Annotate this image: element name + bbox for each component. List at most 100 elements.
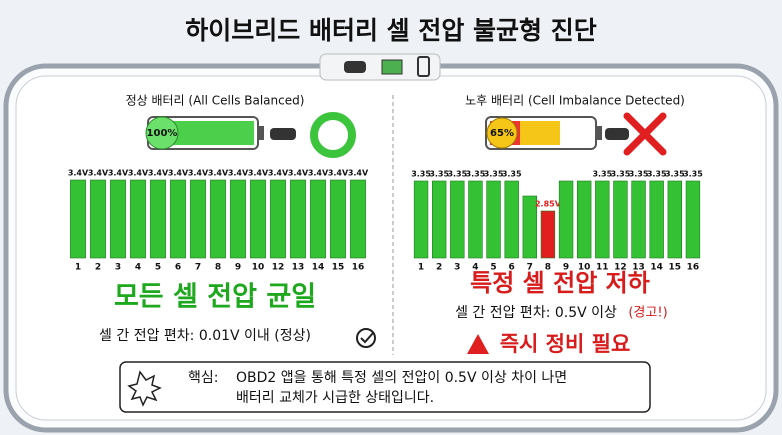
alert-icon: [467, 334, 489, 354]
x-tick-label: 5: [490, 263, 496, 273]
x-tick-label: 6: [509, 263, 515, 273]
value-label: 3.35: [429, 170, 449, 179]
panel-heading: 정상 배터리 (All Cells Balanced): [126, 94, 305, 108]
x-tick-label: 13: [632, 263, 645, 273]
bar: [413, 180, 429, 259]
x-tick-label: 9: [563, 263, 569, 273]
x-tick-label: 5: [155, 263, 161, 273]
value-label: 3.4V: [88, 169, 109, 178]
value-label: 3.35: [466, 170, 486, 179]
bar: [613, 180, 628, 259]
icon-strip: [319, 53, 441, 81]
bar: [468, 180, 483, 259]
ok-ring: [310, 112, 356, 158]
x-tick-label: 1: [75, 263, 81, 273]
x-tick-label: 1: [418, 263, 424, 273]
status: 특정 셀 전압 저하: [470, 269, 650, 297]
bar: [210, 179, 226, 259]
x-tick-label: 10: [578, 263, 591, 273]
bar: [450, 180, 465, 259]
x-tick-label: 10: [252, 263, 265, 273]
value-label: 3.4V: [288, 169, 309, 178]
bar: [250, 179, 266, 259]
x-tick-label: 8: [545, 263, 551, 273]
deviation: 셀 간 전압 편차: 0.01V 이내 (정상): [99, 328, 311, 344]
x-tick-label: 4: [135, 263, 141, 273]
battery-icon: [381, 59, 403, 75]
battery-fill-yellow: [520, 121, 560, 145]
bar: [70, 179, 86, 259]
bar: [649, 180, 664, 259]
battery-tip: [258, 126, 264, 140]
deviation: 셀 간 전압 편차: 0.5V 이상: [455, 305, 617, 321]
x-tick-label: 6: [175, 263, 181, 273]
bar: [558, 180, 574, 259]
x-tick-label: 7: [527, 263, 533, 273]
value-label: 3.4V: [68, 169, 89, 178]
x-tick-label: 11: [596, 263, 609, 273]
bar: [576, 180, 592, 259]
value-label: 3.35: [629, 170, 649, 179]
bar: [667, 180, 682, 259]
value-label: 3.4V: [268, 169, 289, 178]
car-icon: [605, 128, 629, 140]
value-label: 2.85V: [535, 200, 562, 209]
battery-level: 100%: [147, 128, 178, 139]
bar: [631, 180, 646, 259]
bar: [90, 179, 106, 259]
x-tick-label: 7: [195, 263, 201, 273]
bar: [522, 195, 537, 259]
x-tick-label: 3: [454, 263, 460, 273]
bar: [110, 179, 126, 259]
bar: [290, 179, 306, 259]
bar: [486, 180, 501, 259]
battery-badge: [145, 116, 179, 150]
value-label: 3.35: [647, 170, 667, 179]
panel-heading: 노후 배터리 (Cell Imbalance Detected): [465, 94, 685, 108]
x-tick-label: 4: [472, 263, 478, 273]
x-tick-label: 2: [436, 263, 442, 273]
bar: [230, 179, 246, 259]
car-icon: [344, 61, 366, 73]
phone-icon: [417, 56, 430, 77]
x-tick-label: 12: [272, 263, 285, 273]
battery-level: 65%: [490, 128, 514, 139]
bar: [190, 179, 206, 259]
bar: [431, 180, 447, 259]
burst-icon: [127, 370, 162, 407]
value-label: 3.4V: [208, 169, 229, 178]
value-label: 3.35: [484, 170, 504, 179]
bar: [130, 179, 146, 259]
bar: [504, 180, 519, 259]
bar: [310, 179, 326, 259]
x-tick-label: 12: [614, 263, 627, 273]
value-label: 3.4V: [148, 169, 169, 178]
bar: [595, 180, 610, 259]
x-tick-label: 14: [312, 263, 325, 273]
value-label: 3.35: [502, 170, 522, 179]
status: 모든 셀 전압 균일: [114, 282, 316, 313]
value-label: 3.4V: [228, 169, 249, 178]
bar: [330, 179, 346, 259]
x-tick-label: 3: [115, 263, 121, 273]
bar: [170, 179, 186, 259]
fail-cross: [623, 112, 667, 156]
x-tick-label: 15: [332, 263, 345, 273]
value-label: 3.4V: [308, 169, 329, 178]
bar: [540, 210, 556, 259]
value-label: 3.35: [665, 170, 685, 179]
note-line: 배터리 교체가 시급한 상태입니다.: [236, 390, 434, 406]
x-tick-label: 16: [687, 263, 700, 273]
value-label: 3.35: [592, 170, 612, 179]
alert: 즉시 정비 필요: [500, 332, 631, 356]
value-label: 3.35: [683, 170, 703, 179]
battery-badge: [486, 117, 518, 149]
note-line: OBD2 앱을 통해 특정 셀의 전압이 0.5V 이상 차이 나면: [236, 370, 567, 386]
note-label: 핵심:: [188, 370, 218, 386]
value-label: 3.4V: [348, 169, 369, 178]
x-tick-label: 8: [215, 263, 221, 273]
value-label: 3.35: [411, 170, 431, 179]
bar: [270, 179, 286, 259]
car-icon: [270, 128, 296, 140]
